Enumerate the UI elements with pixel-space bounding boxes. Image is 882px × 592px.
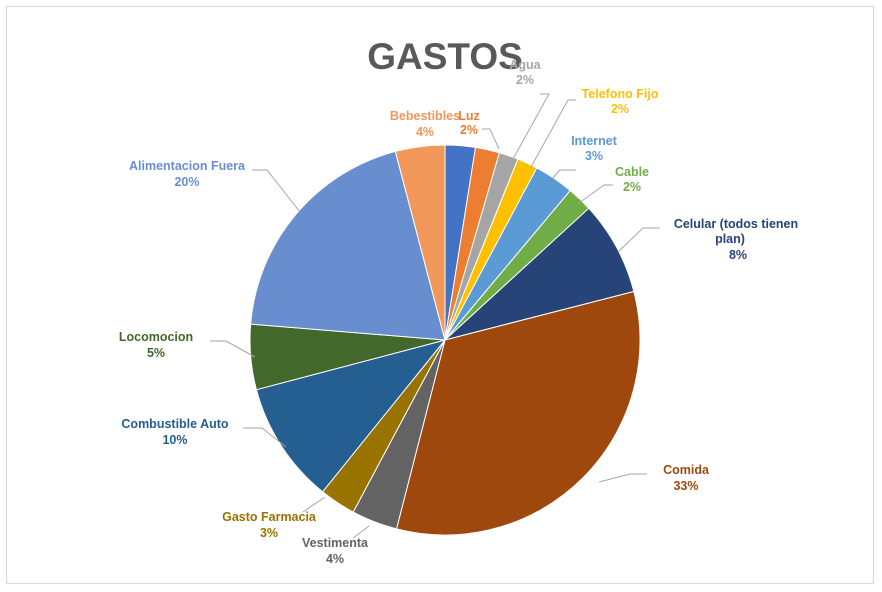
leader-line — [243, 427, 287, 448]
category-label-telefono-fijo: Telefono Fijo — [582, 87, 659, 101]
leader-line — [252, 169, 301, 213]
category-label-alimentacion-fuera: Alimentacion Fuera — [129, 159, 246, 173]
percent-label-locomocion: 5% — [147, 346, 165, 360]
chart-frame: GASTOS Luz 2% Agua 2% Telefono Fijo 2% Interne… — [6, 6, 874, 584]
leader-line — [598, 473, 647, 483]
pie-slice-combustible-auto — [255, 339, 447, 493]
category-label-gasto-farmacia: Gasto Farmacia — [222, 510, 317, 524]
category-label-comida: Comida — [663, 463, 710, 477]
percent-label-bebestibles: 4% — [416, 125, 434, 139]
leader-line — [352, 525, 370, 539]
leader-line — [530, 99, 576, 168]
leader-line — [482, 128, 500, 150]
category-label-luz: Luz — [458, 109, 480, 123]
percent-label-internet: 3% — [585, 149, 603, 163]
category-label-combustible-auto: Combustible Auto — [121, 417, 229, 431]
pie-slice-celular-todos-tienen-plan — [444, 207, 635, 341]
pie-slice-alimentacion-fuera — [250, 150, 446, 341]
leader-line — [512, 93, 550, 160]
category-label-celular-todos-tienen-plan: plan) — [715, 232, 745, 246]
pie-slice-comida — [395, 290, 641, 536]
percent-label-combustible-auto: 10% — [162, 433, 187, 447]
leader-line — [210, 340, 256, 358]
leader-lines — [210, 93, 660, 539]
category-label-bebestibles: Bebestibles — [390, 109, 460, 123]
category-label-celular-todos-tienen-plan: Celular (todos tienen — [674, 217, 798, 231]
pie-slices — [249, 144, 641, 536]
percent-label-telefono-fijo: 2% — [611, 102, 629, 116]
percent-label-cable: 2% — [623, 180, 641, 194]
leader-line — [302, 496, 326, 513]
percent-label-gasto-farmacia: 3% — [260, 526, 278, 540]
category-label-internet: Internet — [571, 134, 618, 148]
pie-slice-bebestibles — [394, 144, 446, 341]
leader-line — [551, 169, 576, 180]
category-label-vestimenta: Vestimenta — [302, 536, 369, 550]
leader-line — [578, 184, 613, 204]
percent-label-alimentacion-fuera: 20% — [174, 175, 199, 189]
percent-label-luz: 2% — [460, 123, 478, 137]
category-label-agua: Agua — [509, 58, 541, 72]
percent-label-celular-todos-tienen-plan: 8% — [729, 248, 747, 262]
percent-label-agua: 2% — [516, 73, 534, 87]
percent-label-comida: 33% — [673, 479, 698, 493]
category-label-cable: Cable — [615, 165, 649, 179]
percent-label-vestimenta: 4% — [326, 552, 344, 566]
leader-line — [617, 227, 660, 253]
chart-title: GASTOS — [367, 36, 523, 77]
category-label-locomocion: Locomocion — [119, 330, 193, 344]
